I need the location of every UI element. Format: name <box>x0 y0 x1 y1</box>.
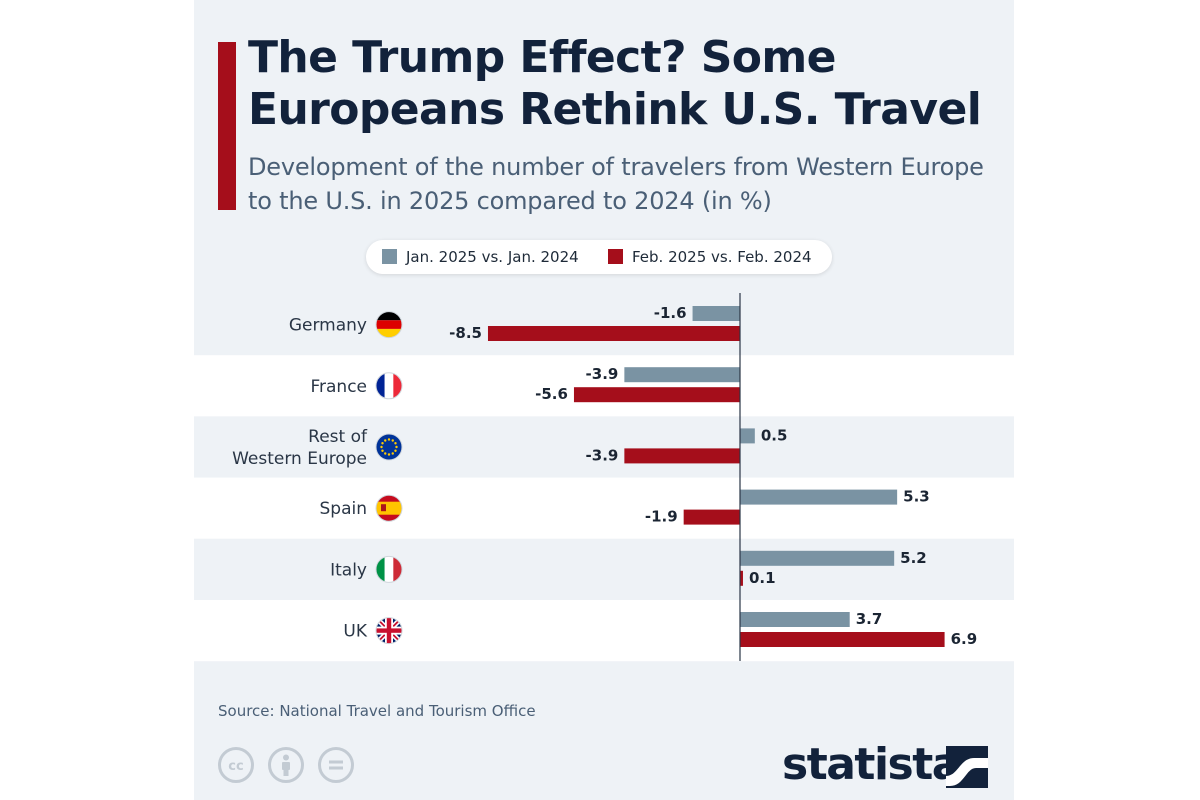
legend-swatch-jan <box>382 249 397 264</box>
flag-star <box>384 452 387 455</box>
row-band <box>194 477 1014 539</box>
flag-outline <box>375 433 403 461</box>
value-label: 0.1 <box>749 569 776 587</box>
flag-star <box>380 445 383 449</box>
bar-jan <box>692 306 740 321</box>
category-label: France <box>310 377 367 397</box>
value-label: -8.5 <box>449 324 482 342</box>
eu-flag-icon <box>375 433 403 461</box>
value-label: -5.6 <box>535 385 568 403</box>
value-label: 0.5 <box>761 426 788 444</box>
bar-feb <box>624 448 740 464</box>
bar-jan <box>624 367 740 383</box>
flag-outline <box>375 311 403 339</box>
flag-stripe <box>393 372 402 399</box>
source-note: Source: National Travel and Tourism Offi… <box>218 702 536 720</box>
flag-outline <box>375 555 403 583</box>
title-accent-bar <box>218 42 236 210</box>
value-label: 3.7 <box>856 610 883 628</box>
flag-body <box>376 556 402 583</box>
legend-label-jan: Jan. 2025 vs. Jan. 2024 <box>406 248 579 266</box>
row-band <box>194 355 1014 417</box>
flag-body <box>376 617 402 644</box>
chart-title: The Trump Effect? Some Europeans Rethink… <box>248 32 982 135</box>
bar-feb <box>573 387 740 403</box>
value-label: -3.9 <box>586 446 619 464</box>
flag-star <box>394 449 397 452</box>
flag-star <box>395 445 398 449</box>
bar-jan <box>740 612 850 627</box>
bar-feb <box>740 570 743 586</box>
flag-star <box>381 449 384 452</box>
row-band <box>194 416 1014 478</box>
value-label: 6.9 <box>951 630 978 648</box>
flag-stripe <box>376 311 402 321</box>
bar-feb <box>740 632 945 647</box>
flag-outline <box>375 372 403 400</box>
value-label: 5.3 <box>903 488 930 506</box>
flag-star <box>391 439 394 442</box>
flag-stripe <box>376 556 385 583</box>
flag-star <box>391 452 394 455</box>
value-label: -1.6 <box>654 304 687 322</box>
flag-emblem <box>381 504 386 512</box>
chart-legend: Jan. 2025 vs. Jan. 2024 Feb. 2025 vs. Fe… <box>366 240 832 274</box>
flag-body <box>376 495 402 522</box>
value-label: -1.9 <box>645 508 678 526</box>
category-label: Germany <box>289 316 367 336</box>
bar-feb <box>487 326 740 341</box>
flag-star <box>381 442 384 445</box>
flag-stripe <box>376 328 402 338</box>
flag-stripe <box>376 320 402 329</box>
germany-flag-icon <box>375 311 403 339</box>
flag-star <box>394 442 397 445</box>
category-label: Rest of <box>308 427 368 447</box>
france-flag-icon <box>375 372 403 400</box>
flag-cross <box>376 628 402 633</box>
attribution-icon <box>268 747 304 783</box>
cc-icon: cc <box>218 747 254 783</box>
flag-stripe <box>376 372 385 399</box>
flag-outline <box>375 617 403 645</box>
legend-item-feb: Feb. 2025 vs. Feb. 2024 <box>608 240 812 274</box>
flag-star <box>384 439 387 442</box>
flag-stripe <box>376 501 402 515</box>
statista-logo-text: statista <box>782 739 961 790</box>
italy-flag-icon <box>375 555 403 583</box>
bar-jan <box>740 550 895 566</box>
bar-jan <box>740 489 898 505</box>
flag-body <box>376 311 402 338</box>
flag-star <box>387 438 391 441</box>
category-label: Spain <box>320 499 368 519</box>
legend-swatch-feb <box>608 249 623 264</box>
statista-logo-icon <box>946 746 988 788</box>
flag-body <box>376 434 402 460</box>
spain-flag-icon <box>375 494 403 522</box>
svg-text:cc: cc <box>228 759 243 774</box>
row-band <box>194 600 1014 662</box>
flag-star <box>387 453 391 456</box>
no-derivatives-icon <box>318 747 354 783</box>
flag-outline <box>375 494 403 522</box>
value-label: -3.9 <box>586 365 619 383</box>
row-band <box>194 538 1014 600</box>
bar-jan <box>740 428 755 444</box>
category-label: Western Europe <box>232 449 367 469</box>
bar-feb <box>683 509 740 525</box>
category-label: UK <box>343 622 367 642</box>
flag-stripe <box>384 556 394 583</box>
legend-label-feb: Feb. 2025 vs. Feb. 2024 <box>632 248 812 266</box>
uk-flag-icon <box>375 617 403 645</box>
flag-stripe <box>393 556 402 583</box>
chart-subtitle: Development of the number of travelers f… <box>248 153 984 215</box>
flag-body <box>376 372 402 399</box>
row-band <box>194 294 1014 356</box>
legend-item-jan: Jan. 2025 vs. Jan. 2024 <box>382 240 579 274</box>
value-label: 5.2 <box>900 549 927 567</box>
flag-stripe <box>384 372 394 399</box>
category-label: Italy <box>330 560 367 580</box>
